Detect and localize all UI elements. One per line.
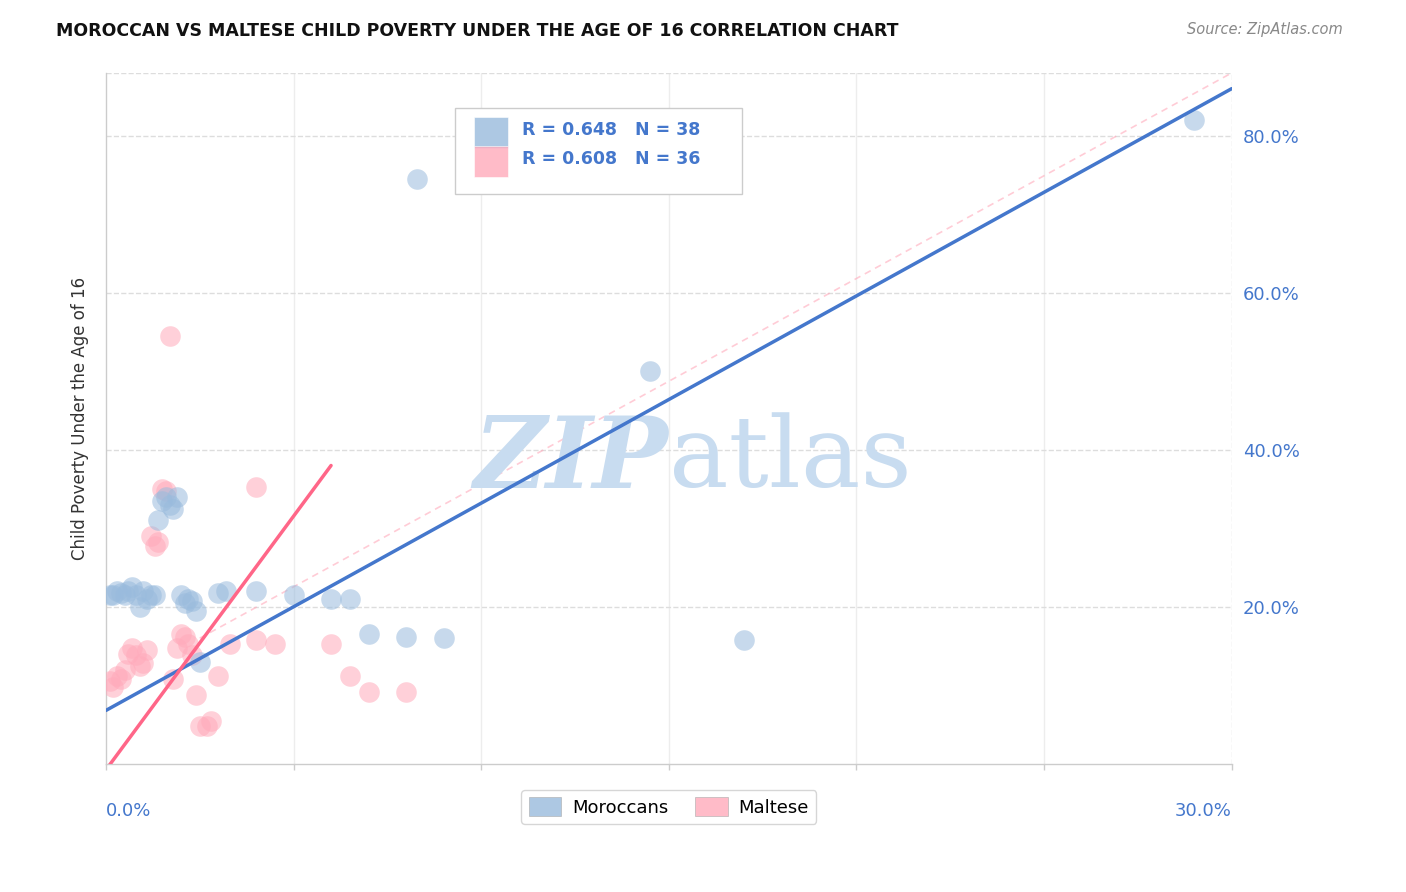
Point xyxy=(166,490,188,504)
Point xyxy=(139,529,162,543)
Point xyxy=(245,481,267,495)
Point xyxy=(155,483,177,498)
Text: N = 36: N = 36 xyxy=(636,151,700,169)
Text: MOROCCAN VS MALTESE CHILD POVERTY UNDER THE AGE OF 16 CORRELATION CHART: MOROCCAN VS MALTESE CHILD POVERTY UNDER … xyxy=(56,22,898,40)
Point xyxy=(125,588,148,602)
Point xyxy=(136,591,159,606)
Point xyxy=(357,684,380,698)
Legend: Moroccans, Maltese: Moroccans, Maltese xyxy=(522,790,815,824)
Point xyxy=(395,630,418,644)
Point xyxy=(188,719,211,733)
Point xyxy=(121,580,143,594)
Point xyxy=(128,658,150,673)
Point xyxy=(207,669,229,683)
Point xyxy=(395,684,418,698)
Point xyxy=(170,627,193,641)
Text: 0.0%: 0.0% xyxy=(105,802,152,820)
Point xyxy=(173,596,195,610)
Point xyxy=(177,591,200,606)
Text: ZIP: ZIP xyxy=(474,411,669,508)
Point xyxy=(98,674,121,689)
Point xyxy=(173,630,195,644)
Point xyxy=(121,640,143,655)
Point xyxy=(215,584,238,599)
Point xyxy=(132,584,155,599)
Point xyxy=(125,648,148,663)
Point xyxy=(117,647,139,661)
Point xyxy=(200,714,222,728)
Point xyxy=(263,638,285,652)
Point xyxy=(319,591,342,606)
Point xyxy=(181,593,204,607)
Point xyxy=(128,599,150,614)
Point xyxy=(406,172,429,186)
FancyBboxPatch shape xyxy=(474,145,508,177)
Point xyxy=(148,513,170,527)
Point xyxy=(110,672,132,686)
Point xyxy=(218,638,240,652)
Point xyxy=(105,584,128,599)
Point xyxy=(1182,113,1205,128)
Point xyxy=(105,669,128,683)
Text: R = 0.608: R = 0.608 xyxy=(523,151,617,169)
Point xyxy=(433,631,456,645)
Point xyxy=(155,490,177,504)
Text: N = 38: N = 38 xyxy=(636,121,700,139)
Point xyxy=(319,638,342,652)
Point xyxy=(733,632,755,647)
Point xyxy=(148,535,170,549)
Point xyxy=(159,498,181,512)
Point xyxy=(184,604,207,618)
Text: R = 0.648: R = 0.648 xyxy=(523,121,617,139)
Point xyxy=(170,588,193,602)
Point xyxy=(339,669,361,683)
Y-axis label: Child Poverty Under the Age of 16: Child Poverty Under the Age of 16 xyxy=(72,277,89,560)
Point xyxy=(98,588,121,602)
Point xyxy=(283,588,305,602)
Text: atlas: atlas xyxy=(669,412,911,508)
Point xyxy=(195,719,218,733)
Point xyxy=(166,640,188,655)
Point xyxy=(132,657,155,671)
Point xyxy=(207,585,229,599)
Point xyxy=(162,672,184,686)
Point xyxy=(114,588,136,602)
Point xyxy=(150,482,173,496)
Point xyxy=(136,643,159,657)
Text: 30.0%: 30.0% xyxy=(1175,802,1232,820)
Point xyxy=(339,591,361,606)
Point xyxy=(103,680,125,694)
Point xyxy=(110,585,132,599)
Point xyxy=(117,584,139,599)
Point xyxy=(188,655,211,669)
Point xyxy=(150,493,173,508)
Point xyxy=(143,539,166,553)
Point xyxy=(177,638,200,652)
Point xyxy=(181,648,204,663)
Point xyxy=(159,329,181,343)
Point xyxy=(245,632,267,647)
Point xyxy=(357,627,380,641)
Point xyxy=(245,584,267,599)
FancyBboxPatch shape xyxy=(456,108,742,194)
Point xyxy=(184,688,207,702)
Point xyxy=(139,588,162,602)
Point xyxy=(162,501,184,516)
Text: Source: ZipAtlas.com: Source: ZipAtlas.com xyxy=(1187,22,1343,37)
Point xyxy=(114,663,136,677)
FancyBboxPatch shape xyxy=(474,117,508,147)
Point xyxy=(638,364,661,378)
Point xyxy=(103,588,125,602)
Point xyxy=(143,588,166,602)
